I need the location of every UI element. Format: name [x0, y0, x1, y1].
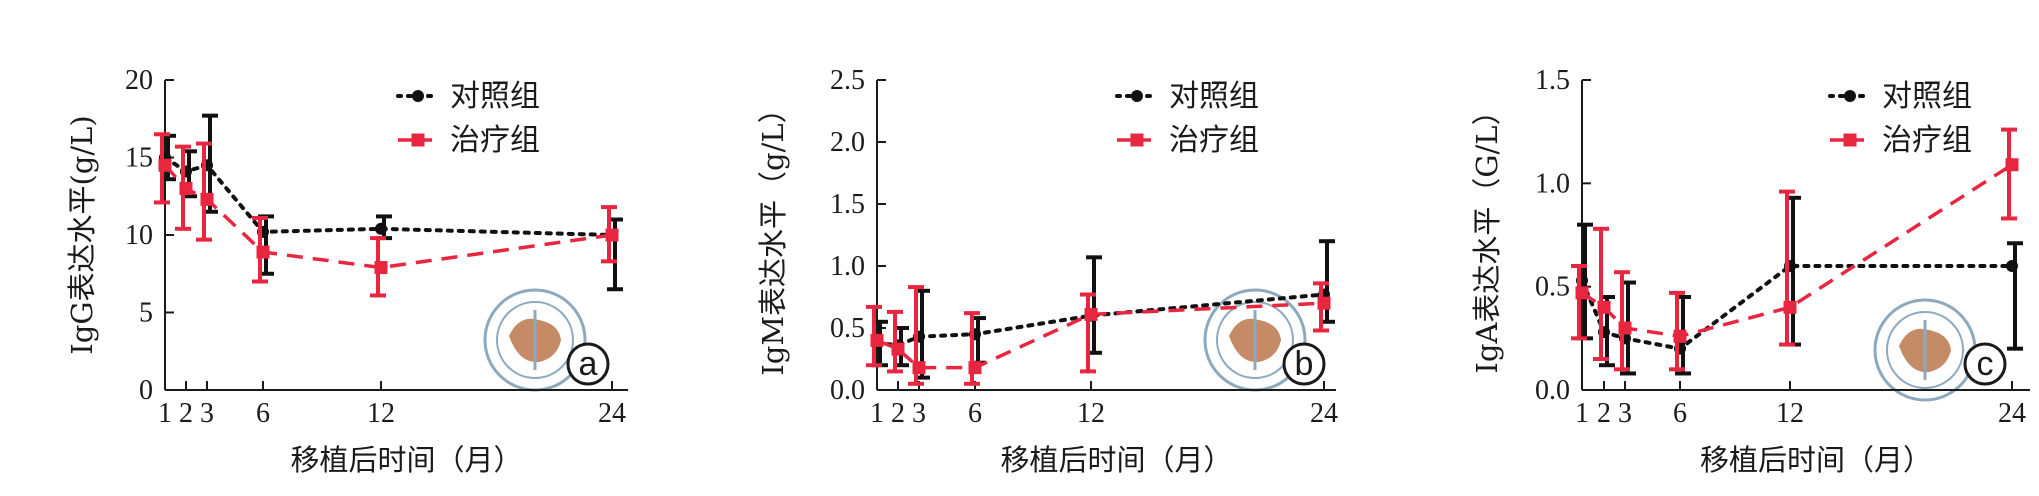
legend-label: 对照组 [450, 79, 540, 114]
x-tick-label: 6 [968, 398, 982, 429]
y-tick-label: 10 [125, 220, 153, 251]
data-point [968, 361, 982, 375]
y-tick-label: 15 [125, 143, 153, 174]
legend-label: 对照组 [1169, 79, 1259, 114]
x-tick-label: 1 [158, 398, 172, 429]
data-point [374, 261, 388, 275]
legend-marker [1131, 90, 1143, 102]
series-treatment [1571, 127, 2019, 372]
data-point [891, 342, 905, 356]
panel-c: 0.00.51.01.51 2 3 6 12 24移植后时间（月）IgA表达水平（G/L）… [1470, 65, 2030, 477]
y-tick-label: 1.0 [1535, 168, 1570, 199]
seal-watermark [1203, 288, 1307, 392]
data-point [912, 361, 926, 375]
y-tick-label: 0.0 [830, 375, 865, 406]
legend-marker [1844, 90, 1856, 102]
data-point [375, 222, 387, 235]
y-tick-label: 2.0 [830, 127, 865, 158]
data-point [256, 245, 270, 259]
legend-label: 治疗组 [450, 123, 540, 158]
legend-entry: 对照组 [396, 79, 540, 114]
series-line [876, 301, 1325, 370]
x-tick-label: 6 [1673, 398, 1687, 429]
seal-inner-ring [1886, 311, 1964, 389]
legend-entry: 对照组 [1115, 79, 1259, 114]
legend-marker [411, 133, 425, 147]
series-treatment [154, 132, 619, 298]
panel-b: 0.00.51.01.52.02.51 2 3 6 12 24移植后时间（月）IgM表达水… [756, 65, 1338, 477]
x-axis-label: 移植后时间（月） [1700, 443, 1932, 477]
data-point [179, 182, 193, 195]
y-tick-label: 0.5 [830, 313, 865, 344]
seal-watermark [1873, 298, 1977, 402]
legend-label: 对照组 [1882, 79, 1972, 114]
data-point [1084, 307, 1098, 321]
legend-marker [412, 90, 424, 102]
y-tick-label: 1.5 [830, 189, 865, 220]
series-line [1581, 163, 2013, 339]
x-tick-label: 12 [1077, 398, 1105, 429]
data-point [1618, 321, 1632, 335]
seal-watermark [483, 288, 587, 392]
data-point [605, 228, 619, 242]
y-tick-label: 2.5 [830, 65, 865, 96]
y-tick-label: 0 [139, 375, 153, 406]
data-point [1673, 329, 1687, 343]
x-tick-label: 3 [1618, 398, 1632, 429]
y-tick-label: 0.5 [1535, 272, 1570, 303]
data-point [200, 192, 214, 206]
series-control [159, 113, 623, 292]
x-tick-label: 2 [1597, 398, 1611, 429]
y-axis-label: IgM表达水平（g/L） [756, 94, 790, 375]
x-tick-label: 24 [1310, 398, 1338, 429]
x-tick-label: 1 [870, 398, 884, 429]
x-tick-label: 12 [367, 398, 395, 429]
panel-letter-circle [1282, 342, 1326, 386]
legend-label: 治疗组 [1882, 123, 1972, 158]
y-tick-label: 5 [139, 298, 153, 329]
data-point [2005, 158, 2019, 172]
data-point [1575, 286, 1589, 300]
data-point [1783, 300, 1797, 314]
panel-letter: b [1295, 345, 1314, 383]
y-axis-label: IgG表达水平(g/L) [65, 115, 99, 354]
panel-letter: c [1977, 345, 1994, 383]
x-axis-label: 移植后时间（月） [290, 443, 522, 477]
data-point [870, 333, 884, 347]
y-tick-label: 1.5 [1535, 65, 1570, 96]
data-point [1597, 300, 1611, 314]
seal-inner-ring [496, 301, 574, 379]
y-tick-label: 1.0 [830, 251, 865, 282]
panel-letter-circle [1963, 342, 2007, 386]
panel-letter-circle [566, 342, 610, 386]
seal-inner-ring [1216, 301, 1294, 379]
series-treatment [866, 281, 1331, 386]
x-tick-label: 12 [1776, 398, 1804, 429]
x-axis-label: 移植后时间（月） [1000, 443, 1232, 477]
data-point [2006, 260, 2018, 272]
legend-entry: 治疗组 [1830, 123, 1972, 158]
x-tick-label: 3 [912, 398, 926, 429]
legend-entry: 治疗组 [398, 123, 540, 158]
x-tick-label: 2 [179, 398, 193, 429]
data-point [158, 158, 172, 172]
x-tick-label: 3 [200, 398, 214, 429]
x-tick-label: 1 [1575, 398, 1589, 429]
data-point [1317, 296, 1331, 310]
x-tick-label: 6 [256, 398, 270, 429]
legend-entry: 对照组 [1828, 79, 1972, 114]
x-tick-label: 24 [1998, 398, 2026, 429]
panel-letter: a [579, 345, 598, 383]
y-tick-label: 0.0 [1535, 375, 1570, 406]
legend-marker [1130, 133, 1144, 147]
x-tick-label: 24 [598, 398, 626, 429]
y-tick-label: 20 [125, 65, 153, 96]
y-axis-label: IgA表达水平（G/L） [1470, 96, 1504, 373]
legend-label: 治疗组 [1169, 123, 1259, 158]
legend-marker [1843, 133, 1857, 147]
x-tick-label: 2 [891, 398, 905, 429]
legend-entry: 治疗组 [1117, 123, 1259, 158]
